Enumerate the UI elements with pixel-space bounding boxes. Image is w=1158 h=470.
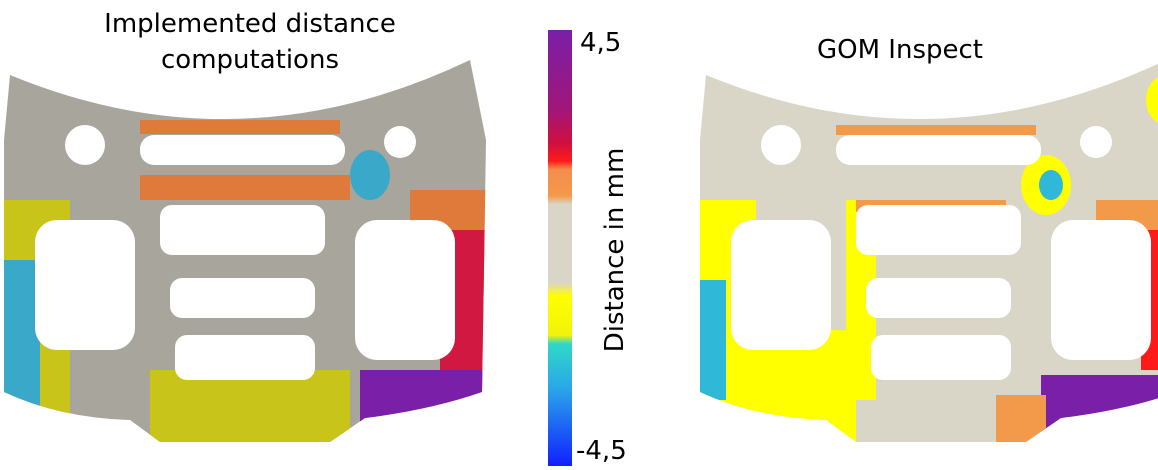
colorbar-max-label: 4,5	[580, 28, 621, 58]
figure: Implemented distance computations GOM In…	[0, 0, 1158, 470]
colorbar-min-label: -4,5	[576, 436, 627, 466]
left-hood	[0, 60, 490, 450]
right-title: GOM Inspect	[780, 32, 1020, 68]
right-hood	[696, 60, 1158, 450]
left-title: Implemented distance computations	[80, 6, 420, 78]
colorbar	[548, 30, 572, 466]
colorbar-title: Distance in mm	[600, 148, 630, 353]
